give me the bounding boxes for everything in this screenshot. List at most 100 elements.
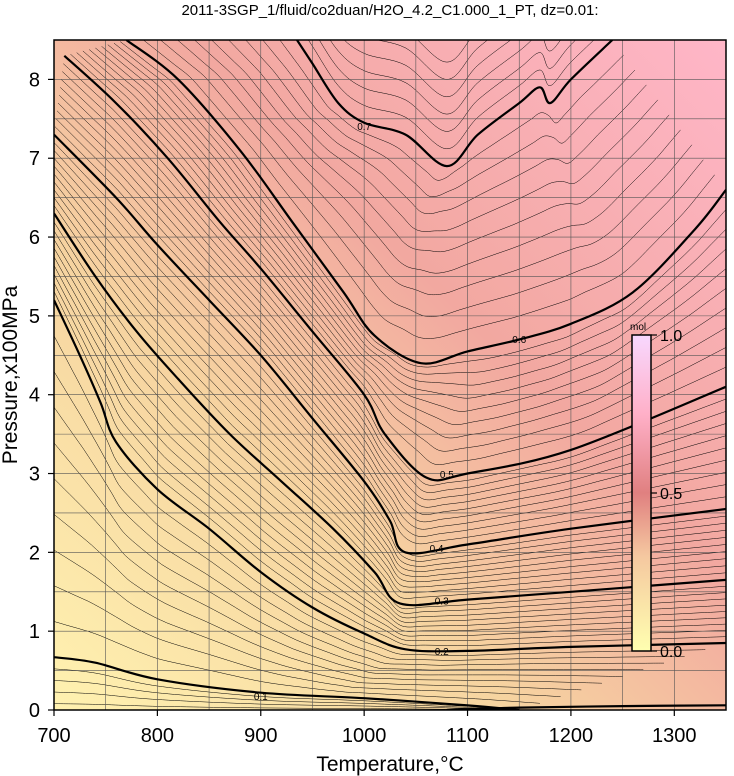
contour-line-0.3 (54, 212, 726, 607)
chart-title: 2011-3SGP_1/fluid/co2duan/H2O_4.2_C1.000… (181, 2, 598, 19)
minor-contour-line (376, 40, 488, 80)
minor-contour-line (57, 102, 726, 523)
minor-contour-line (54, 158, 726, 567)
plot-background (54, 40, 726, 710)
minor-contour-line (54, 335, 706, 656)
y-tick-label: 2 (29, 542, 40, 564)
contour-line-0.1 (446, 704, 726, 710)
minor-contour-line (262, 40, 636, 197)
minor-contour-line (54, 514, 602, 684)
minor-contour-line (54, 173, 726, 577)
minor-contour-line (101, 46, 726, 399)
contour-label: 0.1 (476, 708, 490, 719)
y-tick-label: 7 (29, 148, 40, 170)
minor-contour-line (55, 118, 726, 537)
minor-contour-line (54, 621, 540, 704)
minor-contour-line (228, 40, 658, 232)
contour-label: 0.4 (430, 544, 444, 555)
minor-contour-line (54, 205, 726, 599)
minor-contour-line (54, 221, 726, 610)
minor-contour-line (54, 680, 520, 710)
x-tick-label: 1100 (446, 725, 489, 747)
minor-contour-line (60, 87, 726, 508)
x-axis-label: Temperature,°C (316, 753, 463, 776)
minor-contour-line (59, 95, 726, 515)
minor-contour-line (54, 126, 726, 545)
minor-contour-line (54, 407, 665, 666)
minor-contour-line (54, 239, 726, 619)
contour-label: 0.5 (440, 470, 454, 481)
minor-contour-line (54, 282, 726, 641)
contour-label: 0.1 (254, 692, 268, 703)
x-tick-label: 800 (141, 725, 174, 747)
labeled-contours: 0.1 0.1 0.2 0.3 0.4 0.5 0.6 0.7 (54, 40, 726, 719)
minor-contour-line (54, 189, 726, 588)
minor-contour-line (177, 40, 693, 296)
y-axis-label: Pressure,x100MPa (0, 285, 22, 464)
minor-contour-line (54, 247, 726, 623)
minor-contour-line (82, 50, 726, 439)
colorbar-tick-label: 0.0 (660, 644, 682, 661)
minor-contour-line (120, 41, 726, 368)
colorbar-tick-label: 0.5 (660, 486, 682, 503)
y-tick-label: 5 (29, 306, 40, 328)
minor-contour-line (89, 49, 726, 425)
minor-contour-line (54, 265, 726, 632)
y-tick-label: 1 (29, 621, 40, 643)
minor-contour-line (54, 478, 623, 677)
minor-contour-line (54, 181, 726, 583)
contour-line-0.1 (54, 656, 520, 710)
minor-contour-line (54, 273, 726, 637)
minor-contour-line (76, 52, 726, 452)
x-tick-label: 900 (244, 725, 277, 747)
x-tick-label: 1200 (549, 725, 594, 747)
contour-label: 0.3 (435, 597, 449, 608)
contour-line-0.7 (296, 40, 614, 168)
minor-contour-line (113, 43, 726, 375)
minor-contour-line (245, 40, 647, 214)
grid (54, 40, 726, 710)
contour-line-0.5 (63, 54, 726, 482)
contour-label: 0.6 (512, 335, 526, 346)
minor-contour-line (279, 40, 624, 181)
minor-contour-line (95, 47, 726, 412)
y-axis-ticks: 0 1 2 3 4 5 6 7 8 (29, 69, 54, 722)
minor-contour-line (143, 40, 715, 339)
minor-contour-line (54, 371, 685, 661)
minor-contour-line (211, 40, 670, 253)
minor-contour-line (160, 40, 704, 317)
contour-label: 0.7 (357, 122, 371, 133)
y-tick-label: 4 (29, 385, 40, 407)
minor-contour-line (61, 79, 726, 501)
contour-line-0.4 (54, 133, 726, 555)
x-tick-label: 1000 (342, 725, 387, 747)
minor-contour-line (54, 142, 726, 557)
colorbar-unit-label: mol (630, 322, 646, 333)
y-tick-label: 3 (29, 464, 40, 486)
plot-area: 0.1 0.1 0.2 0.3 0.4 0.5 0.6 0.7 (53, 39, 727, 719)
y-tick-label: 8 (29, 69, 40, 91)
minor-contour-line (54, 150, 726, 562)
minor-contour-line (54, 291, 726, 646)
minor-contour-line (329, 40, 561, 115)
minor-contour-line (308, 40, 595, 150)
minor-contour-line (54, 585, 561, 697)
x-tick-label: 1300 (652, 725, 697, 747)
colorbar-tick-label: 1.0 (660, 328, 682, 345)
y-tick-label: 6 (29, 227, 40, 249)
x-tick-label: 700 (37, 725, 70, 747)
minor-contour-line (54, 549, 582, 691)
y-tick-label: 0 (29, 700, 40, 722)
background-contour-lines (54, 40, 726, 710)
minor-contour-line (417, 40, 470, 63)
colorbar-gradient (631, 334, 652, 652)
minor-contour-line (319, 40, 577, 132)
colorbar-ticks: 0.0 0.5 1.0 (651, 328, 682, 661)
plot-frame (53, 39, 727, 711)
colorbar: mol 0.0 0.5 1.0 (630, 322, 682, 661)
contour-line-0.2 (54, 299, 726, 653)
minor-contour-line (70, 54, 726, 465)
minor-contour-line (343, 40, 512, 98)
minor-contour-line (54, 442, 644, 671)
